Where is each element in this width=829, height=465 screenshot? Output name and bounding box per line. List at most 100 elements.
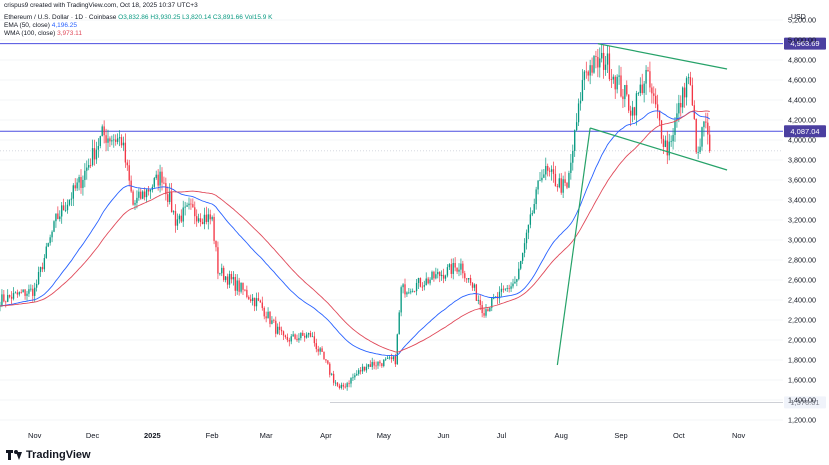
y-tick-label: 1,200.00 [788,416,816,425]
candle-body [404,284,406,295]
candle-body [305,334,308,338]
price-label-box [784,37,826,50]
candle-body [556,186,559,188]
candle-body [689,77,692,86]
candle-body [433,271,435,279]
tradingview-icon [6,450,22,460]
y-tick-label: 5,000.00 [788,36,816,45]
candle-body [136,197,138,203]
candle-body [89,165,92,166]
candle-body [251,297,254,301]
candle-body [124,142,127,163]
candle-body [47,243,49,247]
y-tick-label: 2,600.00 [788,276,816,285]
candle-body [1,294,3,306]
candle-body [547,165,549,171]
candle-body [610,79,613,80]
y-tick-label: 3,400.00 [788,196,816,205]
candle-body [660,120,663,139]
brand-text: TradingView [26,449,91,461]
candle-body [385,358,387,360]
candle-body [381,363,383,367]
wma-legend[interactable]: WMA (100, close) 3,973.11 [4,30,82,38]
candle-body [626,84,628,95]
x-tick-label: May [377,431,391,440]
candle-body [604,64,607,70]
candle-body [400,287,402,313]
candle-body [639,84,641,94]
candle-body [70,198,73,200]
candle-body [101,126,103,137]
candle-body [412,290,414,292]
tradingview-logo[interactable]: TradingView [6,449,91,461]
candle-body [263,307,265,317]
y-tick-label: 4,600.00 [788,76,816,85]
candle-body [111,140,113,142]
candle-body [550,169,553,172]
candle-body [423,285,425,287]
price-label-box [784,125,826,138]
candle-body [421,286,424,288]
candle-body [392,356,395,360]
candle-body [616,76,618,90]
ema-legend[interactable]: EMA (50, close) 4,196.25 [4,22,77,30]
candle-body [635,93,638,116]
candle-body [502,288,505,290]
candle-body [709,134,711,151]
candle-body [417,277,420,283]
y-tick-label: 3,000.00 [788,236,816,245]
candle-body [514,281,516,284]
candle-body [687,77,690,79]
candle-body [533,204,535,214]
candle-body [460,263,462,270]
candle-body [595,56,597,57]
candle-body [523,243,526,253]
candle-body [668,141,670,156]
candle-body [340,384,343,388]
candle-body [662,138,665,147]
candle-body [678,102,680,114]
candle-body [361,366,364,372]
candle-body [143,191,146,198]
candle-body [394,356,397,365]
candle-body [500,288,503,292]
candle-body [520,260,522,269]
candle-body [78,177,80,183]
candle-body [415,282,418,292]
y-tick-label: 3,600.00 [788,176,816,185]
candle-body [620,75,622,97]
x-tick-label: Dec [86,431,100,440]
candle-body [568,172,570,188]
candle-body [255,298,258,307]
candle-body [602,52,605,70]
candle-body [462,263,464,274]
candle-body [695,118,697,153]
candle-body [373,362,375,366]
candle-body [280,329,283,332]
candle-body [346,383,348,387]
candle-body [97,145,100,150]
candle-body [39,267,42,272]
wma-label: WMA (100, close) [4,30,56,37]
moving-averages [0,110,710,357]
candle-body [419,277,422,287]
candle-body [128,165,130,181]
price-label: 1,376.01 [790,398,819,407]
candle-body [18,292,20,295]
candle-body [311,336,314,338]
candle-body [437,272,439,275]
candle-body [491,298,493,308]
candle-body [487,309,489,312]
candle-body [683,87,686,98]
candle-body [350,378,352,384]
candle-body [319,348,321,352]
candle-body [16,292,19,295]
y-tick-label: 2,400.00 [788,296,816,305]
ema-label: EMA (50, close) [4,22,50,29]
candle-body [116,138,119,142]
candle-body [591,65,593,73]
candle-body [647,70,649,72]
symbol-line: Ethereum / U.S. Dollar · 1D · Coinbase O… [4,14,273,22]
candle-body [531,213,533,215]
candle-body [589,65,591,76]
